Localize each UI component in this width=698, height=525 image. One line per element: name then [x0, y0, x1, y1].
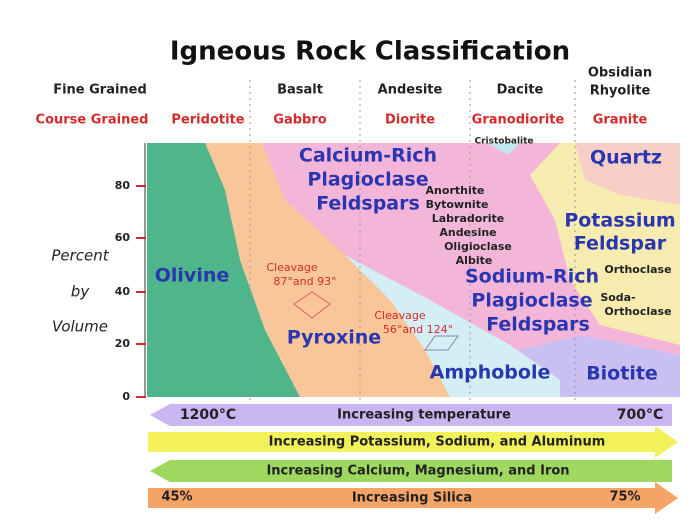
rock: Granite — [593, 113, 648, 128]
arrow-end: 700°C — [617, 407, 664, 423]
cleavage-shape — [293, 291, 331, 319]
cleavage-angles: 56°and 124° — [383, 323, 453, 336]
rock: Obsidian — [588, 66, 652, 81]
mineral: Plagioclase — [307, 169, 428, 191]
mineral-regions — [147, 143, 680, 397]
rock: Andesite — [378, 83, 443, 98]
mineral: Feldspar — [574, 233, 667, 255]
rock: Rhyolite — [590, 84, 651, 99]
arrow — [150, 460, 672, 482]
series-member: Labradorite — [432, 212, 505, 225]
olivine-region — [147, 143, 300, 397]
mineral: Pyroxine — [287, 327, 381, 349]
orthoclase: Orthoclase — [604, 305, 671, 318]
cleavage-shape — [424, 335, 459, 351]
mineral: Olivine — [155, 265, 230, 287]
axis-label: Percent — [51, 247, 109, 265]
quartz-region — [575, 143, 680, 205]
mineral: Plagioclase — [471, 290, 592, 312]
orthoclase: Orthoclase — [604, 263, 671, 276]
cleavage-label: Cleavage — [374, 309, 425, 322]
rock: Peridotite — [171, 113, 244, 128]
arrow — [148, 426, 678, 458]
arrow-text: Increasing Calcium, Magnesium, and Iron — [266, 464, 569, 479]
arrow — [150, 404, 672, 426]
arrow-text: Increasing Potassium, Sodium, and Alumin… — [269, 435, 606, 450]
cleavage-label: Cleavage — [266, 261, 317, 274]
arrow-end: 75% — [609, 490, 640, 505]
tick-label: 60 — [115, 231, 131, 244]
rock: Diorite — [385, 113, 435, 128]
mineral: Feldspars — [316, 193, 420, 215]
mineral: Amphobole — [430, 362, 551, 384]
tick-label: 0 — [122, 390, 130, 403]
axis-label: Volume — [52, 318, 108, 336]
mineral: Sodium-Rich — [465, 266, 599, 288]
mineral: Calcium-Rich — [299, 145, 437, 167]
arrow — [148, 482, 678, 514]
cristobalite-region — [488, 143, 520, 155]
amphibole-region — [285, 215, 560, 397]
rock: Gabbro — [273, 113, 326, 128]
arrow-text: Increasing temperature — [337, 408, 511, 423]
arrow-text: Increasing Silica — [352, 491, 472, 506]
series-member: Oligioclase — [444, 240, 512, 253]
y-ticks: 80 60 40 20 0 — [115, 179, 146, 403]
rock: Basalt — [277, 83, 323, 98]
mineral: Feldspars — [486, 314, 590, 336]
series-member: Albite — [456, 254, 493, 267]
row-label: Course Grained — [36, 113, 149, 128]
tick-label: 20 — [115, 337, 131, 350]
rock: Granodiorite — [472, 113, 565, 128]
cleavage-angles: 87°and 93° — [273, 275, 336, 288]
pyroxine-region — [205, 143, 450, 397]
rock: Dacite — [497, 83, 544, 98]
series-member: Anorthite — [426, 184, 485, 197]
mineral: Quartz — [590, 147, 662, 169]
series-member: Bytownite — [426, 198, 489, 211]
mineral: Potassium — [564, 210, 675, 232]
arrow-end: 1200°C — [180, 407, 236, 423]
axis-label: by — [71, 283, 91, 301]
orthoclase: Soda- — [600, 291, 635, 304]
tick-label: 80 — [115, 179, 131, 192]
series-member: Andesine — [439, 226, 496, 239]
arrow-end: 45% — [161, 490, 192, 505]
title: Igneous Rock Classification — [170, 37, 570, 67]
row-label: Fine Grained — [53, 83, 147, 98]
mineral: Biotite — [586, 363, 658, 385]
tick-label: 40 — [115, 285, 131, 298]
cristobalite: Cristobalite — [474, 137, 533, 147]
